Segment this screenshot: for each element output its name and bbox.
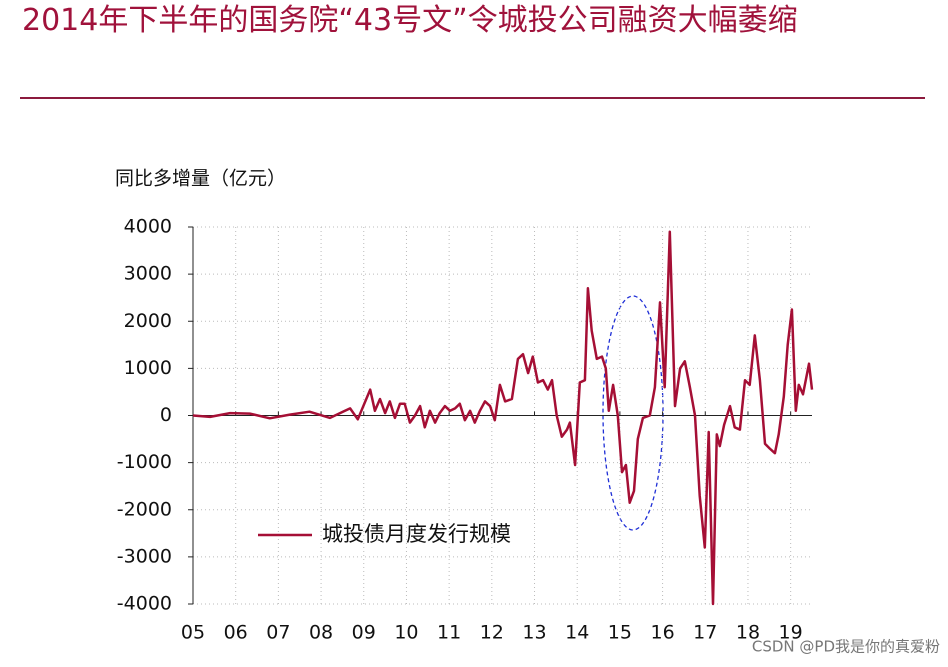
y-tick-label: 3000 xyxy=(124,263,172,285)
x-tick-label: 18 xyxy=(736,622,760,644)
x-tick-label: 14 xyxy=(565,622,589,644)
y-tick-label: 1000 xyxy=(124,357,172,379)
y-tick-label: -3000 xyxy=(117,545,172,567)
x-tick-label: 11 xyxy=(437,622,461,644)
slide-title: 2014年下半年的国务院“43号文”令城投公司融资大幅萎缩 xyxy=(22,3,798,38)
x-tick-label: 19 xyxy=(779,622,803,644)
y-axis-label: 同比多增量（亿元） xyxy=(115,168,286,190)
x-tick-label: 08 xyxy=(309,622,333,644)
watermark: CSDN @PD我是你的真爱粉 xyxy=(752,638,940,656)
y-tick-label: -4000 xyxy=(117,593,172,615)
x-tick-label: 12 xyxy=(480,622,504,644)
y-tick-label: 2000 xyxy=(124,310,172,332)
y-tick-label: -1000 xyxy=(117,451,172,473)
x-tick-label: 13 xyxy=(522,622,546,644)
data-line xyxy=(192,230,814,606)
x-tick-label: 07 xyxy=(266,622,290,644)
legend-label: 城投债月度发行规模 xyxy=(322,522,511,546)
y-tick-label: -2000 xyxy=(117,498,172,520)
x-tick-label: 17 xyxy=(693,622,717,644)
x-tick-label: 09 xyxy=(352,622,376,644)
x-tick-label: 06 xyxy=(224,622,248,644)
y-tick-label: 4000 xyxy=(124,216,172,238)
x-tick-label: 15 xyxy=(608,622,632,644)
x-tick-label: 10 xyxy=(394,622,418,644)
x-tick-label: 05 xyxy=(181,622,205,644)
title-rule xyxy=(20,97,925,99)
y-tick-label: 0 xyxy=(160,404,172,426)
x-tick-label: 16 xyxy=(650,622,674,644)
